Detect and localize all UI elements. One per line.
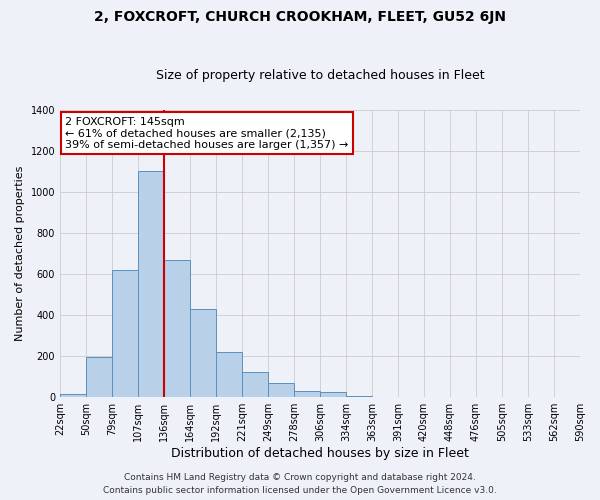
Bar (294, 391, 320, 397)
Bar (190, 309, 216, 397)
Bar (164, 260, 190, 397)
Bar (138, 171, 164, 397)
Text: 2 FOXCROFT: 145sqm
← 61% of detached houses are smaller (2,135)
39% of semi-deta: 2 FOXCROFT: 145sqm ← 61% of detached hou… (65, 116, 349, 150)
Bar (320, 392, 346, 397)
Bar (216, 352, 242, 397)
Text: Contains HM Land Registry data © Crown copyright and database right 2024.
Contai: Contains HM Land Registry data © Crown c… (103, 474, 497, 495)
Bar (112, 270, 138, 397)
Text: 2, FOXCROFT, CHURCH CROOKHAM, FLEET, GU52 6JN: 2, FOXCROFT, CHURCH CROOKHAM, FLEET, GU5… (94, 10, 506, 24)
Y-axis label: Number of detached properties: Number of detached properties (15, 166, 25, 341)
Bar (346, 396, 372, 397)
Bar (60, 394, 86, 397)
Bar (242, 372, 268, 397)
Title: Size of property relative to detached houses in Fleet: Size of property relative to detached ho… (156, 69, 484, 82)
Bar (268, 383, 294, 397)
Bar (86, 357, 112, 397)
X-axis label: Distribution of detached houses by size in Fleet: Distribution of detached houses by size … (171, 447, 469, 460)
